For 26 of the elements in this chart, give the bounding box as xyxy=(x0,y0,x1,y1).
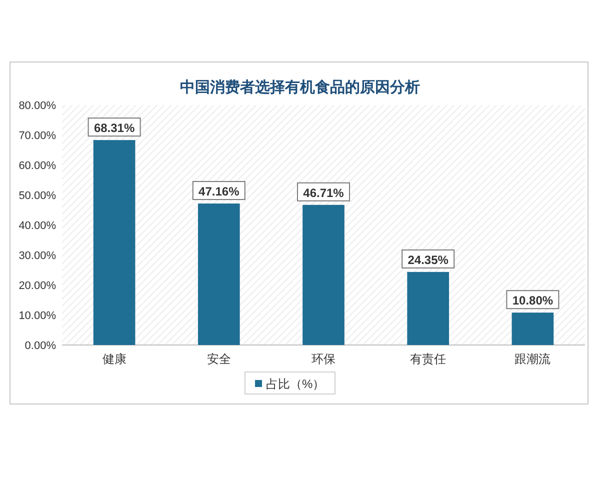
chart-title: 中国消费者选择有机食品的原因分析 xyxy=(180,79,420,96)
y-tick-label: 80.00% xyxy=(18,100,56,112)
bar xyxy=(198,204,240,345)
y-tick-label: 40.00% xyxy=(18,220,56,232)
y-tick-label: 30.00% xyxy=(18,250,56,262)
bar xyxy=(407,272,450,345)
y-tick-label: 0.00% xyxy=(24,340,56,352)
data-label: 24.35% xyxy=(408,252,449,267)
legend-label: 占比（%） xyxy=(266,377,325,391)
bar xyxy=(93,140,136,345)
data-label: 10.80% xyxy=(512,294,554,308)
bar xyxy=(512,312,554,345)
x-tick-label: 有责任 xyxy=(410,352,446,366)
x-tick-label: 健康 xyxy=(102,352,126,366)
y-tick-label: 20.00% xyxy=(18,280,56,292)
x-tick-label: 跟潮流 xyxy=(514,352,551,366)
data-label: 68.31% xyxy=(94,121,135,136)
data-label: 46.71% xyxy=(303,186,344,200)
y-tick-label: 60.00% xyxy=(18,160,56,172)
data-label: 47.16% xyxy=(198,184,240,199)
y-tick-label: 70.00% xyxy=(18,130,56,142)
x-tick-label: 环保 xyxy=(312,352,336,366)
y-tick-label: 10.00% xyxy=(18,310,56,322)
y-tick-label: 50.00% xyxy=(18,190,56,202)
bar xyxy=(302,204,344,345)
x-tick-label: 安全 xyxy=(206,352,231,366)
